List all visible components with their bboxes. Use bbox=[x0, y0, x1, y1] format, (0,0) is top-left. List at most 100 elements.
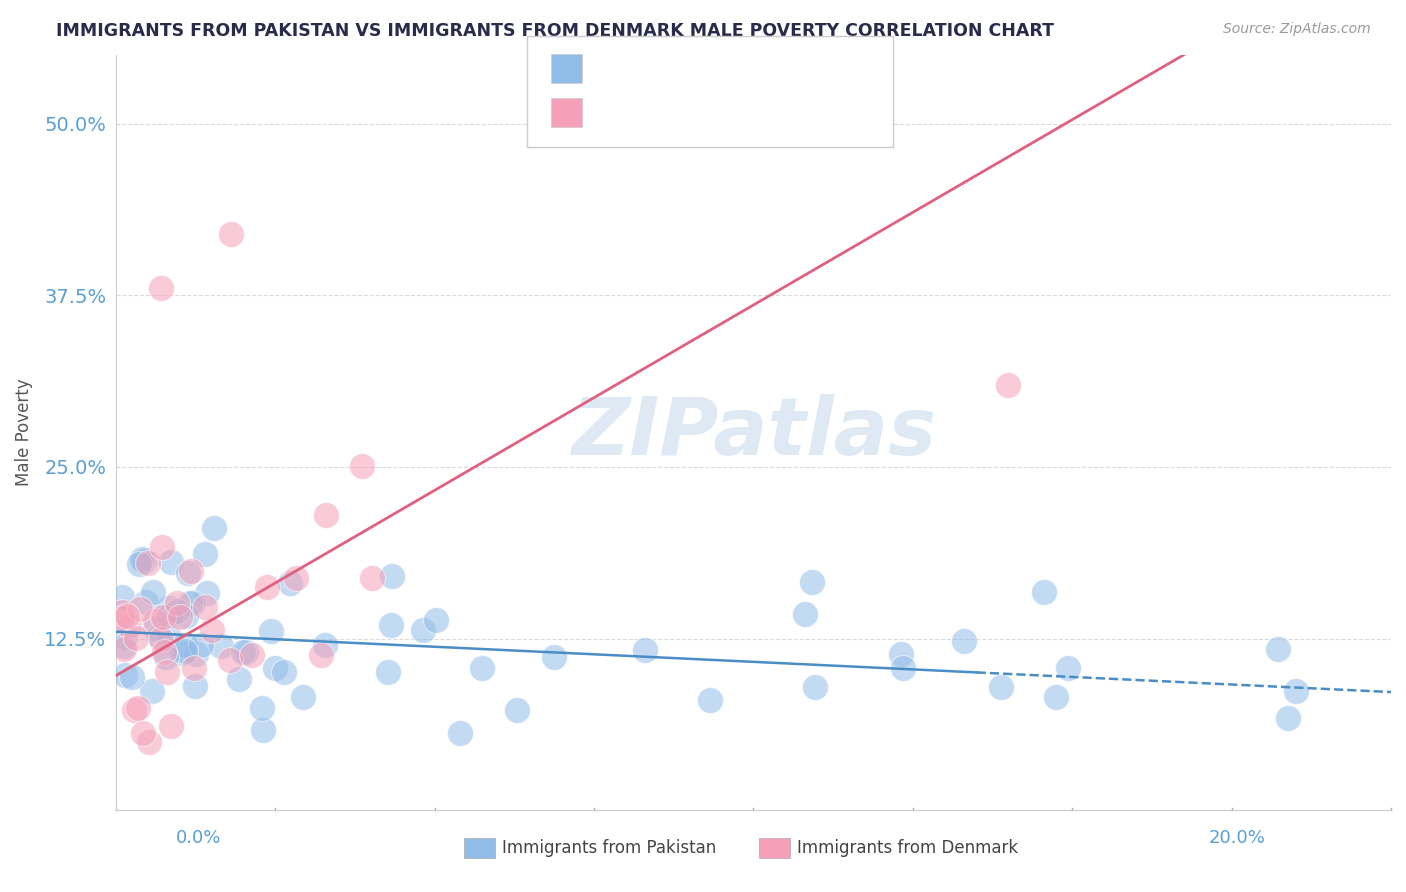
Point bbox=[1045, 690, 1067, 704]
Point bbox=[218, 653, 240, 667]
Point bbox=[232, 645, 254, 659]
Point bbox=[284, 571, 307, 585]
Point bbox=[997, 377, 1019, 392]
Point bbox=[425, 613, 447, 627]
Point bbox=[160, 719, 183, 733]
Point bbox=[184, 679, 207, 693]
Point bbox=[118, 619, 141, 633]
Point bbox=[633, 643, 655, 657]
Text: 20.0%: 20.0% bbox=[1209, 829, 1265, 847]
Point bbox=[190, 638, 212, 652]
Point bbox=[114, 668, 136, 682]
Point bbox=[235, 645, 257, 659]
Point bbox=[228, 672, 250, 686]
Y-axis label: Male Poverty: Male Poverty bbox=[15, 379, 32, 486]
Point bbox=[128, 558, 150, 572]
Point bbox=[264, 660, 287, 674]
Text: ZIPatlas: ZIPatlas bbox=[571, 393, 936, 472]
Point bbox=[111, 590, 134, 604]
Point bbox=[143, 621, 166, 635]
Point bbox=[201, 624, 224, 638]
Point bbox=[412, 624, 434, 638]
Text: 0.573: 0.573 bbox=[636, 99, 695, 119]
Point bbox=[314, 638, 336, 652]
Point bbox=[157, 628, 180, 642]
Point bbox=[157, 609, 180, 624]
Point bbox=[135, 594, 157, 608]
Point bbox=[143, 614, 166, 628]
Point bbox=[183, 596, 205, 610]
Text: N =: N = bbox=[709, 99, 762, 119]
Point bbox=[125, 631, 148, 645]
Text: IMMIGRANTS FROM PAKISTAN VS IMMIGRANTS FROM DENMARK MALE POVERTY CORRELATION CHA: IMMIGRANTS FROM PAKISTAN VS IMMIGRANTS F… bbox=[56, 22, 1054, 40]
Text: Immigrants from Pakistan: Immigrants from Pakistan bbox=[502, 839, 716, 857]
Point bbox=[1267, 642, 1289, 657]
Point bbox=[177, 566, 200, 580]
Point bbox=[156, 665, 179, 680]
Text: Immigrants from Denmark: Immigrants from Denmark bbox=[797, 839, 1018, 857]
Point bbox=[169, 610, 191, 624]
Text: 0.0%: 0.0% bbox=[176, 829, 221, 847]
Point bbox=[132, 725, 155, 739]
Point bbox=[111, 605, 134, 619]
Point bbox=[183, 661, 205, 675]
Point bbox=[506, 703, 529, 717]
Point bbox=[149, 632, 172, 646]
Point bbox=[174, 644, 197, 658]
Point bbox=[179, 596, 201, 610]
Point bbox=[309, 648, 332, 662]
Text: N =: N = bbox=[709, 53, 762, 72]
Point bbox=[117, 609, 139, 624]
Text: 68: 68 bbox=[751, 53, 775, 72]
Point bbox=[800, 575, 823, 590]
Point bbox=[148, 629, 170, 643]
Point bbox=[112, 641, 135, 656]
Point bbox=[1033, 584, 1056, 599]
Point bbox=[128, 602, 150, 616]
Point bbox=[804, 680, 827, 694]
Point bbox=[112, 639, 135, 653]
Point bbox=[250, 701, 273, 715]
Point bbox=[153, 645, 176, 659]
Point bbox=[990, 681, 1012, 695]
Point bbox=[172, 646, 194, 660]
Point bbox=[160, 555, 183, 569]
Point bbox=[142, 584, 165, 599]
Point bbox=[195, 586, 218, 600]
Point bbox=[202, 521, 225, 535]
Point bbox=[794, 607, 817, 621]
Text: R =: R = bbox=[593, 53, 634, 72]
Point bbox=[278, 575, 301, 590]
Point bbox=[122, 703, 145, 717]
Text: -0.158: -0.158 bbox=[636, 53, 696, 72]
Point bbox=[273, 665, 295, 679]
Point bbox=[361, 571, 384, 585]
Point bbox=[252, 723, 274, 738]
Point bbox=[157, 600, 180, 615]
Point bbox=[174, 638, 197, 652]
Point bbox=[256, 580, 278, 594]
Point bbox=[149, 281, 172, 295]
Point bbox=[699, 693, 721, 707]
Point bbox=[315, 508, 337, 522]
Point bbox=[132, 554, 155, 568]
Point bbox=[471, 661, 494, 675]
Point bbox=[111, 611, 134, 625]
Point bbox=[121, 670, 143, 684]
Point bbox=[114, 630, 136, 644]
Point bbox=[155, 649, 177, 664]
Point bbox=[180, 564, 202, 578]
Point bbox=[141, 683, 163, 698]
Point bbox=[152, 610, 174, 624]
Point bbox=[240, 648, 263, 662]
Point bbox=[380, 617, 402, 632]
Point bbox=[166, 604, 188, 618]
Text: R =: R = bbox=[593, 99, 634, 119]
Point bbox=[891, 661, 914, 675]
Point bbox=[194, 600, 217, 615]
Point bbox=[352, 459, 374, 474]
Point bbox=[890, 648, 912, 662]
Text: 35: 35 bbox=[751, 99, 775, 119]
Point bbox=[166, 597, 188, 611]
Point bbox=[1285, 684, 1308, 698]
